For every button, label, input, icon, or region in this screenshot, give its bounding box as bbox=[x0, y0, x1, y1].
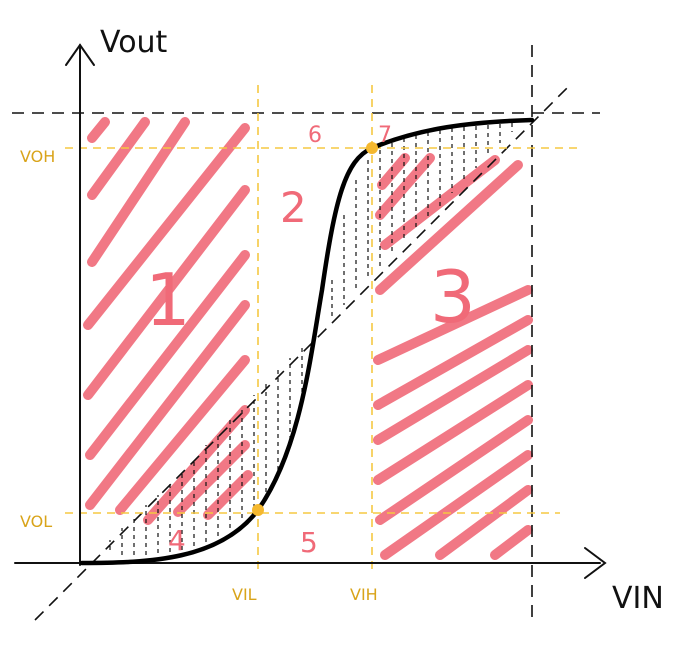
y-axis-arrow bbox=[65, 43, 95, 66]
threshold-guides bbox=[65, 85, 580, 575]
vol-label: VOL bbox=[20, 512, 52, 531]
vil-label: VIL bbox=[232, 585, 257, 604]
region-1-label: 1 bbox=[145, 258, 191, 342]
unity-gain-diagonal bbox=[34, 84, 571, 621]
x-axis-label: VIN bbox=[612, 581, 664, 616]
region-3-label: 3 bbox=[430, 255, 476, 339]
region-4-label: 4 bbox=[168, 524, 186, 557]
dashed-hatching-upper bbox=[331, 123, 513, 318]
dashed-hatching-lower bbox=[109, 347, 303, 555]
region-7-label: 7 bbox=[378, 123, 392, 148]
vih-label: VIH bbox=[350, 585, 378, 604]
vih-point bbox=[366, 142, 378, 154]
region-6-label: 6 bbox=[308, 123, 322, 148]
vtc-curve bbox=[79, 117, 535, 566]
voh-label: VOH bbox=[20, 147, 55, 166]
vil-point bbox=[252, 504, 264, 516]
region-5-label: 5 bbox=[300, 526, 318, 559]
region-1-hatching bbox=[83, 117, 253, 525]
x-axis-arrow bbox=[584, 547, 607, 579]
y-axis-label: Vout bbox=[100, 25, 168, 60]
region-2-label: 2 bbox=[280, 183, 307, 232]
region-3-hatching bbox=[373, 153, 533, 560]
